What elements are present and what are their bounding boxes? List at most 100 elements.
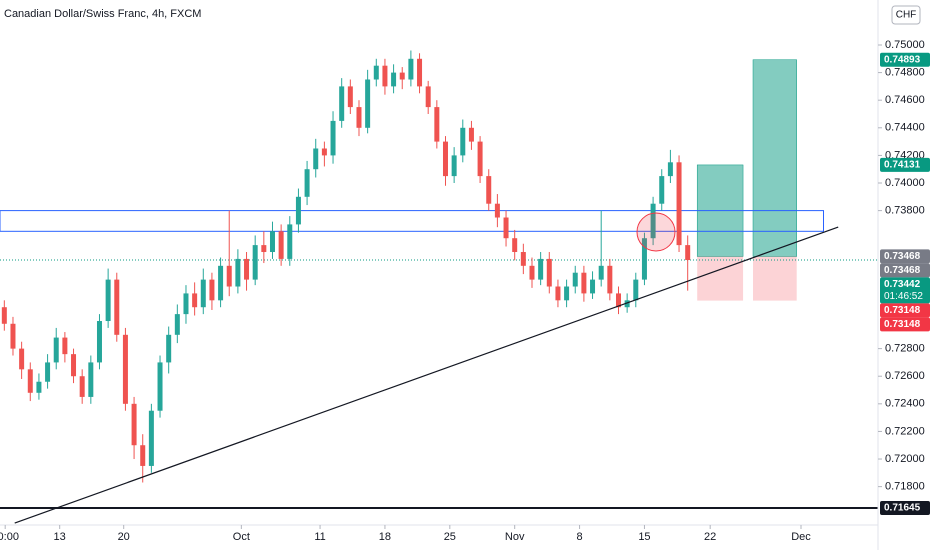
price-tag — [880, 52, 930, 67]
candle-body — [261, 245, 267, 253]
candle-body — [347, 86, 353, 108]
loss-zone — [753, 256, 797, 301]
candle-body — [1, 307, 7, 324]
y-tick-label: 0.74800 — [885, 67, 925, 79]
candle-body — [218, 265, 224, 301]
zone — [0, 210, 825, 232]
candle-body — [79, 376, 85, 397]
price-tag-label: 0.74131 — [884, 160, 921, 171]
candle-body — [131, 403, 137, 446]
candle-body — [659, 176, 665, 204]
y-tick-label: 0.72600 — [885, 370, 925, 382]
candle-body — [200, 279, 206, 308]
candle-body — [486, 176, 492, 204]
candle-body — [10, 323, 16, 349]
candle-body — [607, 265, 613, 294]
price-tag — [880, 277, 930, 304]
candle-body — [546, 258, 552, 287]
price-tag — [880, 249, 930, 264]
candle-body — [581, 272, 587, 294]
candle-body — [477, 141, 483, 177]
candle-body — [226, 265, 232, 287]
candle-body — [339, 86, 345, 121]
price-tag — [880, 501, 930, 516]
candle-body — [114, 279, 120, 335]
x-tick-label: Dec — [791, 531, 811, 543]
candle-body — [451, 155, 457, 177]
candle-body — [321, 148, 327, 156]
candle-body — [434, 107, 440, 142]
y-tick-label: 0.75000 — [885, 39, 925, 51]
candle-body — [269, 231, 275, 253]
candle-body — [590, 279, 596, 294]
candle-body — [105, 279, 111, 322]
y-tick-label: 0.72200 — [885, 425, 925, 437]
price-tag-label: 0.74893 — [884, 54, 921, 65]
candle-body — [555, 286, 561, 301]
candle-body — [27, 369, 33, 393]
x-tick-label: 18 — [379, 531, 391, 543]
y-tick-label: 0.72000 — [885, 453, 925, 465]
y-tick-label: 0.74600 — [885, 94, 925, 106]
candle-body — [88, 362, 94, 397]
candle-body — [667, 162, 673, 177]
x-tick-label: 13 — [54, 531, 66, 543]
candle-body — [399, 72, 405, 80]
candle-body — [538, 258, 544, 280]
candle-body — [460, 127, 466, 156]
candle-body — [442, 141, 448, 177]
y-tick-label: 0.71800 — [885, 481, 925, 493]
x-tick-label: 00:00 — [0, 531, 19, 543]
loss-zone — [697, 256, 744, 301]
candle-body — [685, 245, 691, 261]
candle-body — [71, 354, 77, 377]
x-tick-label: 8 — [577, 531, 583, 543]
candle-body — [391, 72, 397, 87]
candle-body — [529, 265, 535, 280]
candle-body — [140, 445, 146, 466]
candle-body — [252, 245, 258, 280]
candle-body — [244, 258, 250, 280]
candle-body — [122, 334, 128, 404]
candle-body — [304, 169, 310, 197]
countdown: 01:46:52 — [884, 291, 923, 302]
candle-body — [53, 337, 59, 363]
y-tick-label: 0.74000 — [885, 177, 925, 189]
candle-body — [641, 238, 647, 280]
candle-body — [148, 410, 154, 466]
candle-body — [615, 293, 621, 308]
candle-body — [166, 334, 172, 363]
chart-title: Canadian Dollar/Swiss Franc, 4h, FXCM — [4, 8, 201, 20]
candle-body — [45, 362, 51, 382]
x-tick-label: 11 — [314, 531, 325, 543]
y-tick-label: 0.74400 — [885, 122, 925, 134]
candle-body — [650, 203, 656, 239]
price-tag-label: 0.73442 — [884, 279, 921, 290]
candle-body — [598, 265, 604, 280]
price-tag — [880, 157, 930, 172]
candle-body — [520, 252, 526, 266]
candle-body — [417, 58, 423, 87]
candle-body — [633, 279, 639, 301]
candle-body — [572, 272, 578, 287]
price-tag-label: 0.73148 — [884, 319, 921, 330]
y-tick-label: 0.72400 — [885, 398, 925, 410]
price-tag-label: 0.73468 — [884, 251, 921, 262]
candle-body — [96, 321, 102, 363]
price-tag-label: 0.73468 — [884, 265, 921, 276]
currency-box[interactable] — [891, 5, 921, 25]
candle-body — [330, 120, 336, 156]
candle-body — [468, 127, 474, 142]
price-tag — [880, 317, 930, 332]
candle-body — [278, 231, 284, 259]
x-tick-label: Nov — [505, 531, 525, 543]
candle-body — [62, 337, 68, 355]
x-tick-label: 20 — [118, 531, 130, 543]
price-tag-label: 0.73148 — [884, 305, 921, 316]
x-tick-label: 22 — [704, 531, 716, 543]
price-tag — [880, 303, 930, 318]
y-tick-label: 0.73800 — [885, 205, 925, 217]
price-tag-label: 0.71645 — [884, 503, 921, 514]
candle-body — [373, 65, 379, 80]
